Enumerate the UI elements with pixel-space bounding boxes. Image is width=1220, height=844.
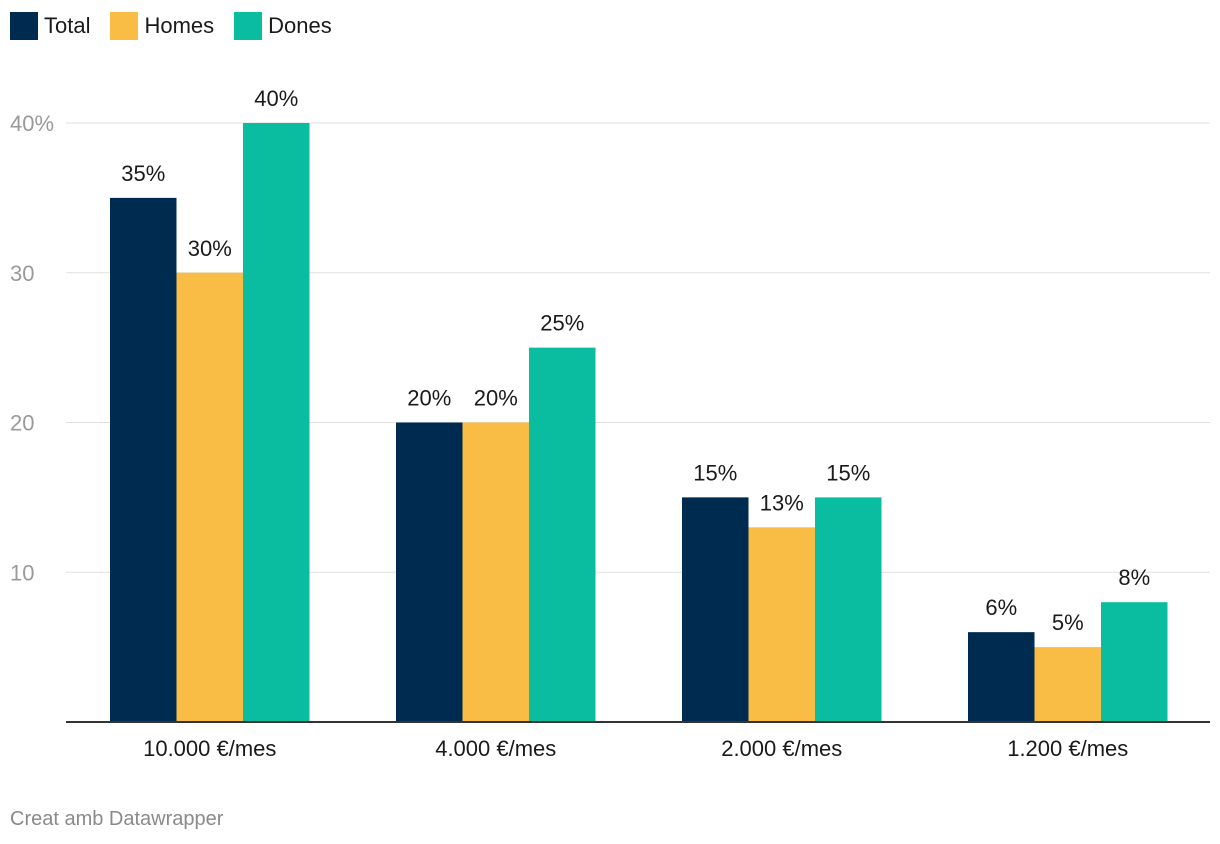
- y-tick-label-30: 30: [10, 261, 34, 286]
- bar-homes-1: [462, 422, 529, 722]
- legend: Total Homes Dones: [10, 12, 352, 40]
- y-tick-label-20: 20: [10, 411, 34, 436]
- bar-total-0: [110, 197, 177, 722]
- y-tick-label-10: 10: [10, 560, 34, 585]
- bar-dones-0: [243, 123, 310, 722]
- bar-dones-1: [529, 347, 596, 722]
- value-label-total-0: 35%: [121, 161, 165, 186]
- value-label-dones-3: 8%: [1118, 565, 1150, 590]
- value-label-total-2: 15%: [693, 460, 737, 485]
- x-category-label-0: 10.000 €/mes: [143, 736, 276, 761]
- value-label-dones-2: 15%: [826, 460, 870, 485]
- legend-swatch-dones: [234, 12, 263, 40]
- value-label-homes-2: 13%: [760, 490, 804, 515]
- x-category-label-2: 2.000 €/mes: [721, 736, 842, 761]
- legend-label-homes: Homes: [144, 13, 215, 38]
- bar-total-1: [396, 422, 463, 722]
- x-category-label-1: 4.000 €/mes: [435, 736, 556, 761]
- bar-homes-0: [176, 272, 243, 722]
- bar-chart: 10 20 30 40% 35% 30% 40% 10.000 €/mes 20% 20% 25% 4…: [10, 86, 1210, 761]
- x-category-label-3: 1.200 €/mes: [1007, 736, 1128, 761]
- legend-item-dones: Dones: [234, 12, 332, 40]
- legend-item-total: Total: [10, 12, 90, 40]
- value-label-homes-3: 5%: [1052, 610, 1084, 635]
- value-label-total-3: 6%: [985, 595, 1017, 620]
- value-label-total-1: 20%: [407, 386, 451, 411]
- y-tick-label-40: 40%: [10, 111, 54, 136]
- value-label-dones-1: 25%: [540, 311, 584, 336]
- legend-item-homes: Homes: [110, 12, 214, 40]
- legend-label-dones: Dones: [268, 13, 332, 38]
- bar-dones-2: [815, 497, 882, 722]
- legend-label-total: Total: [44, 13, 91, 38]
- legend-swatch-homes: [110, 12, 139, 40]
- value-label-homes-0: 30%: [188, 236, 232, 261]
- bar-dones-3: [1101, 602, 1168, 722]
- bar-total-3: [968, 632, 1035, 722]
- value-label-homes-1: 20%: [474, 386, 518, 411]
- bar-homes-3: [1034, 647, 1101, 722]
- bar-homes-2: [748, 527, 815, 722]
- value-label-dones-0: 40%: [254, 86, 298, 111]
- bar-total-2: [682, 497, 749, 722]
- footer-credit: Creat amb Datawrapper: [10, 808, 224, 830]
- legend-swatch-total: [10, 12, 38, 40]
